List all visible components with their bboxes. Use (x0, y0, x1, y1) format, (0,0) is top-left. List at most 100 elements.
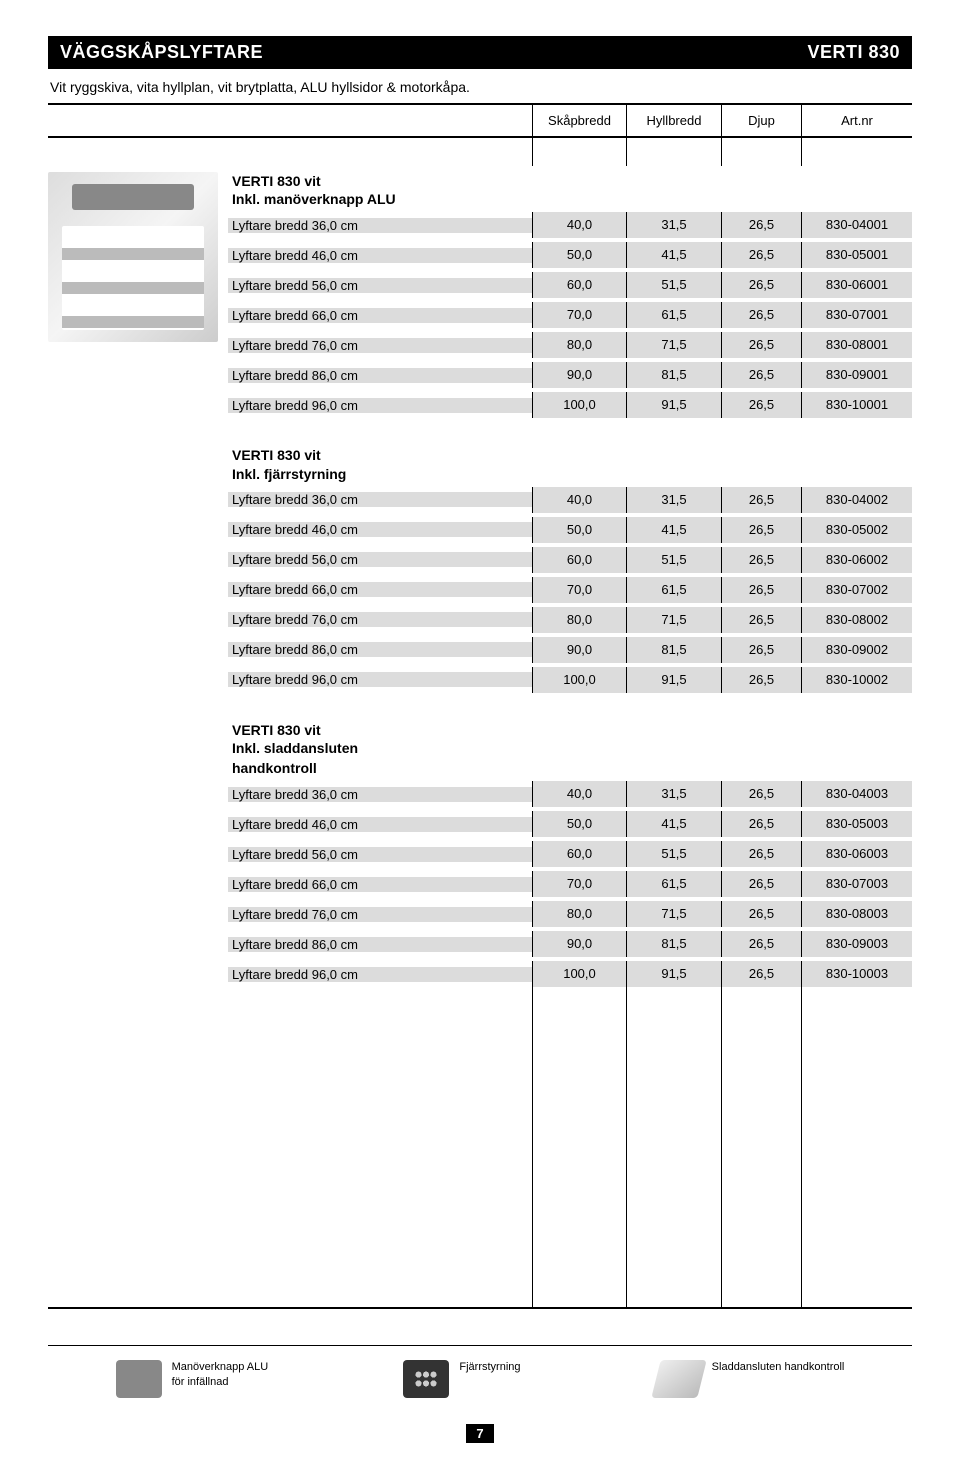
col-header-artnr: Art.nr (802, 105, 912, 136)
page-number-wrap: 7 (48, 1424, 912, 1461)
cell-v2: 41,5 (627, 811, 722, 837)
cell-v2: 41,5 (627, 242, 722, 268)
section-title: VERTI 830 vit (228, 172, 912, 190)
table-row: Lyftare bredd 46,0 cm50,041,526,5830-050… (228, 242, 912, 268)
row-label: Lyftare bredd 86,0 cm (228, 368, 532, 383)
cell-v2: 71,5 (627, 901, 722, 927)
cell-v2: 61,5 (627, 302, 722, 328)
cell-v1: 50,0 (532, 242, 627, 268)
row-label: Lyftare bredd 36,0 cm (228, 218, 532, 233)
footer-icon-handcontrol: Sladdansluten handkontroll (656, 1360, 845, 1398)
page-number: 7 (466, 1424, 493, 1443)
title-left: VÄGGSKÅPSLYFTARE (60, 42, 263, 63)
row-label: Lyftare bredd 96,0 cm (228, 398, 532, 413)
cell-v3: 26,5 (722, 242, 802, 268)
cell-v2: 51,5 (627, 547, 722, 573)
section-sub: Inkl. fjärrstyrning (228, 465, 912, 483)
cell-v4: 830-07002 (802, 577, 912, 603)
cell-v1: 40,0 (532, 781, 627, 807)
table-row: Lyftare bredd 86,0 cm90,081,526,5830-090… (228, 931, 912, 957)
cell-v3: 26,5 (722, 811, 802, 837)
cell-v1: 40,0 (532, 212, 627, 238)
cell-v1: 40,0 (532, 487, 627, 513)
cell-v4: 830-05001 (802, 242, 912, 268)
cell-v4: 830-08003 (802, 901, 912, 927)
row-label: Lyftare bredd 86,0 cm (228, 937, 532, 952)
footer-label-1a: Manöverknapp ALU (172, 1361, 269, 1373)
subtitle: Vit ryggskiva, vita hyllplan, vit brytpl… (48, 69, 912, 103)
column-header-row: Skåpbredd Hyllbredd Djup Art.nr (48, 103, 912, 138)
cell-v3: 26,5 (722, 302, 802, 328)
row-label: Lyftare bredd 56,0 cm (228, 847, 532, 862)
cell-v2: 31,5 (627, 781, 722, 807)
row-label: Lyftare bredd 66,0 cm (228, 308, 532, 323)
footer-icon-switch: Manöverknapp ALU för infällnad (116, 1360, 269, 1398)
cell-v4: 830-04001 (802, 212, 912, 238)
left-column (48, 166, 228, 1307)
row-label: Lyftare bredd 36,0 cm (228, 492, 532, 507)
cell-v4: 830-06001 (802, 272, 912, 298)
cell-v1: 80,0 (532, 901, 627, 927)
cell-v3: 26,5 (722, 841, 802, 867)
table-row: Lyftare bredd 76,0 cm80,071,526,5830-080… (228, 332, 912, 358)
cell-v4: 830-07001 (802, 302, 912, 328)
table-row: Lyftare bredd 96,0 cm100,091,526,5830-10… (228, 961, 912, 987)
cell-v2: 81,5 (627, 931, 722, 957)
cell-v3: 26,5 (722, 332, 802, 358)
section-sub: Inkl. sladdansluten (228, 739, 912, 757)
cell-v1: 50,0 (532, 517, 627, 543)
row-label: Lyftare bredd 46,0 cm (228, 522, 532, 537)
col-header-djup: Djup (722, 105, 802, 136)
section-sub2: handkontroll (228, 759, 912, 777)
cell-v3: 26,5 (722, 961, 802, 987)
table-row: Lyftare bredd 46,0 cm50,041,526,5830-050… (228, 811, 912, 837)
table-row: Lyftare bredd 46,0 cm50,041,526,5830-050… (228, 517, 912, 543)
handcontrol-icon (651, 1360, 706, 1398)
row-label: Lyftare bredd 96,0 cm (228, 672, 532, 687)
product-image (48, 172, 218, 342)
footer-icon-remote: Fjärrstyrning (403, 1360, 520, 1398)
row-label: Lyftare bredd 46,0 cm (228, 817, 532, 832)
cell-v3: 26,5 (722, 577, 802, 603)
cell-v4: 830-06003 (802, 841, 912, 867)
footer-label-2: Fjärrstyrning (459, 1360, 520, 1374)
table-row: Lyftare bredd 36,0 cm40,031,526,5830-040… (228, 781, 912, 807)
table-row: Lyftare bredd 86,0 cm90,081,526,5830-090… (228, 637, 912, 663)
table-row: Lyftare bredd 66,0 cm70,061,526,5830-070… (228, 871, 912, 897)
cell-v4: 830-04002 (802, 487, 912, 513)
cell-v1: 70,0 (532, 577, 627, 603)
cell-v2: 91,5 (627, 961, 722, 987)
body-area: VERTI 830 vitInkl. manöverknapp ALULyfta… (48, 166, 912, 1309)
table-row: Lyftare bredd 86,0 cm90,081,526,5830-090… (228, 362, 912, 388)
cell-v2: 41,5 (627, 517, 722, 543)
cell-v1: 60,0 (532, 547, 627, 573)
cell-v3: 26,5 (722, 871, 802, 897)
cell-v2: 91,5 (627, 667, 722, 693)
cell-v1: 100,0 (532, 667, 627, 693)
switch-icon (116, 1360, 162, 1398)
section: VERTI 830 vitInkl. sladdansluten handkont… (228, 721, 912, 988)
cell-v2: 81,5 (627, 362, 722, 388)
cell-v2: 71,5 (627, 607, 722, 633)
cell-v3: 26,5 (722, 487, 802, 513)
table-row: Lyftare bredd 66,0 cm70,061,526,5830-070… (228, 577, 912, 603)
section-sub: Inkl. manöverknapp ALU (228, 190, 912, 208)
row-label: Lyftare bredd 56,0 cm (228, 552, 532, 567)
cell-v3: 26,5 (722, 212, 802, 238)
row-label: Lyftare bredd 76,0 cm (228, 612, 532, 627)
cell-v2: 91,5 (627, 392, 722, 418)
right-column: VERTI 830 vitInkl. manöverknapp ALULyfta… (228, 166, 912, 1307)
table-row: Lyftare bredd 66,0 cm70,061,526,5830-070… (228, 302, 912, 328)
cell-v1: 90,0 (532, 931, 627, 957)
row-label: Lyftare bredd 46,0 cm (228, 248, 532, 263)
section-title: VERTI 830 vit (228, 721, 912, 739)
cell-v4: 830-08002 (802, 607, 912, 633)
table-filler (228, 987, 912, 1307)
table-row: Lyftare bredd 96,0 cm100,091,526,5830-10… (228, 667, 912, 693)
cell-v3: 26,5 (722, 362, 802, 388)
cell-v4: 830-06002 (802, 547, 912, 573)
cell-v3: 26,5 (722, 931, 802, 957)
cell-v4: 830-07003 (802, 871, 912, 897)
cell-v2: 51,5 (627, 272, 722, 298)
row-label: Lyftare bredd 36,0 cm (228, 787, 532, 802)
